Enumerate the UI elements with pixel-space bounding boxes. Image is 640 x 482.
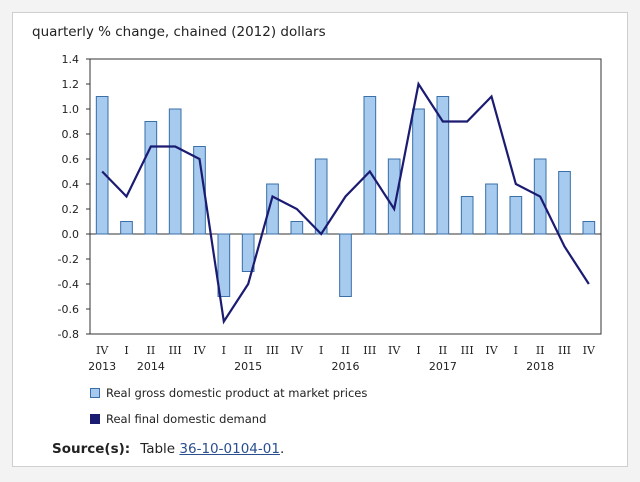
- x-quarter-label-0: IV: [96, 344, 109, 357]
- y-tick-label-8: -0.2: [58, 253, 79, 266]
- bar-20: [582, 221, 596, 235]
- bar-12: [387, 158, 401, 235]
- y-tick-label-10: -0.6: [58, 303, 79, 316]
- x-quarter-label-20: IV: [583, 344, 596, 357]
- bar-19: [558, 171, 571, 235]
- bar-7: [266, 183, 279, 235]
- x-quarter-label-7: III: [266, 344, 279, 357]
- x-quarter-label-9: I: [319, 344, 323, 357]
- y-tick-label-2: 1.0: [62, 103, 80, 116]
- source-label: Source(s):: [52, 441, 131, 457]
- bar-15: [460, 196, 474, 235]
- bar-11: [363, 96, 377, 235]
- x-quarter-label-6: II: [244, 344, 253, 357]
- x-quarter-label-12: IV: [388, 344, 401, 357]
- x-quarter-label-15: III: [461, 344, 474, 357]
- bar-2: [144, 121, 158, 235]
- x-quarter-label-3: III: [169, 344, 182, 357]
- chart-title: quarterly % change, chained (2012) dolla…: [32, 24, 326, 40]
- bar-0: [95, 96, 109, 235]
- bar-14: [436, 96, 450, 235]
- y-tick-label-7: 0.0: [62, 228, 80, 241]
- legend-line-swatch: [90, 414, 100, 424]
- x-quarter-label-19: III: [558, 344, 571, 357]
- source-table-link[interactable]: 36-10-0104-01: [179, 441, 280, 457]
- x-quarter-label-5: I: [222, 344, 226, 357]
- bar-16: [485, 183, 498, 235]
- x-quarter-label-2: II: [146, 344, 155, 357]
- x-quarter-label-14: II: [438, 344, 447, 357]
- chart-panel: [12, 12, 628, 467]
- y-tick-label-1: 1.2: [62, 78, 80, 91]
- x-quarter-label-16: IV: [485, 344, 498, 357]
- source-line: Source(s): Table 36-10-0104-01.: [52, 441, 284, 457]
- y-tick-label-11: -0.8: [58, 328, 79, 341]
- x-quarter-label-13: I: [416, 344, 420, 357]
- x-year-label-1: 2014: [137, 360, 165, 373]
- x-year-label-0: 2013: [88, 360, 116, 373]
- legend-item-gdp: Real gross domestic product at market pr…: [90, 386, 367, 400]
- y-tick-label-5: 0.4: [62, 178, 80, 191]
- x-quarter-label-8: IV: [291, 344, 304, 357]
- bar-5: [217, 233, 231, 297]
- x-quarter-label-10: II: [341, 344, 350, 357]
- x-year-label-5: 2018: [526, 360, 554, 373]
- y-tick-label-9: -0.4: [58, 278, 79, 291]
- x-year-label-2: 2015: [234, 360, 262, 373]
- demand-line: [101, 81, 590, 325]
- plot-frame: [89, 58, 602, 335]
- x-year-label-3: 2016: [332, 360, 360, 373]
- legend-item-demand: Real final domestic demand: [90, 412, 266, 426]
- x-quarter-label-1: I: [124, 344, 128, 357]
- bar-10: [339, 233, 352, 297]
- bar-3: [168, 108, 182, 235]
- x-quarter-label-11: III: [363, 344, 376, 357]
- y-tick-label-6: 0.2: [62, 203, 80, 216]
- legend-bar-label: Real gross domestic product at market pr…: [106, 386, 368, 400]
- legend-bar-swatch: [90, 388, 100, 398]
- x-year-label-4: 2017: [429, 360, 457, 373]
- bar-9: [314, 158, 328, 235]
- bar-6: [241, 233, 255, 272]
- source-suffix: .: [279, 441, 285, 457]
- x-quarter-label-18: II: [536, 344, 545, 357]
- bar-4: [193, 146, 206, 235]
- bar-1: [120, 221, 133, 235]
- x-quarter-label-17: I: [514, 344, 518, 357]
- x-quarter-label-4: IV: [193, 344, 206, 357]
- y-tick-label-4: 0.6: [62, 153, 80, 166]
- legend-line-label: Real final domestic demand: [106, 412, 267, 426]
- y-tick-label-3: 0.8: [62, 128, 80, 141]
- bar-8: [290, 221, 304, 235]
- y-tick-label-0: 1.4: [62, 53, 80, 66]
- bar-13: [412, 108, 425, 235]
- bar-17: [509, 196, 523, 235]
- source-prefix: Table: [140, 441, 176, 457]
